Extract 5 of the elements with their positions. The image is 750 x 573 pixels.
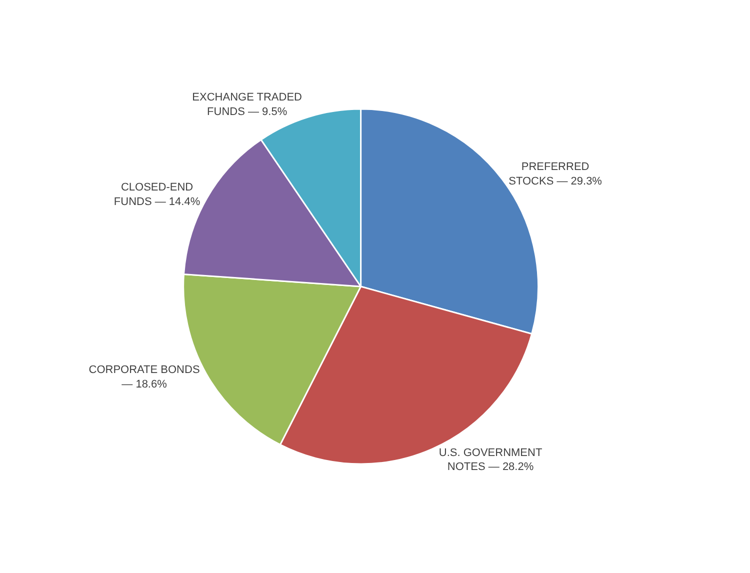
slice-label: EXCHANGE TRADED FUNDS — 9.5% <box>192 92 302 118</box>
slice-label: U.S. GOVERNMENT NOTES — 28.2% <box>438 446 542 474</box>
slice-label: PREFERRED STOCKS — 29.3% <box>508 161 602 188</box>
slice-label: CORPORATE BONDS — 18.6% <box>88 364 200 390</box>
slice-label: CLOSED-END FUNDS — 14.4% <box>114 182 200 208</box>
